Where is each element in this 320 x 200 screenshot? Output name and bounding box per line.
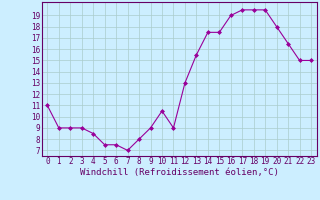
X-axis label: Windchill (Refroidissement éolien,°C): Windchill (Refroidissement éolien,°C) [80, 168, 279, 177]
